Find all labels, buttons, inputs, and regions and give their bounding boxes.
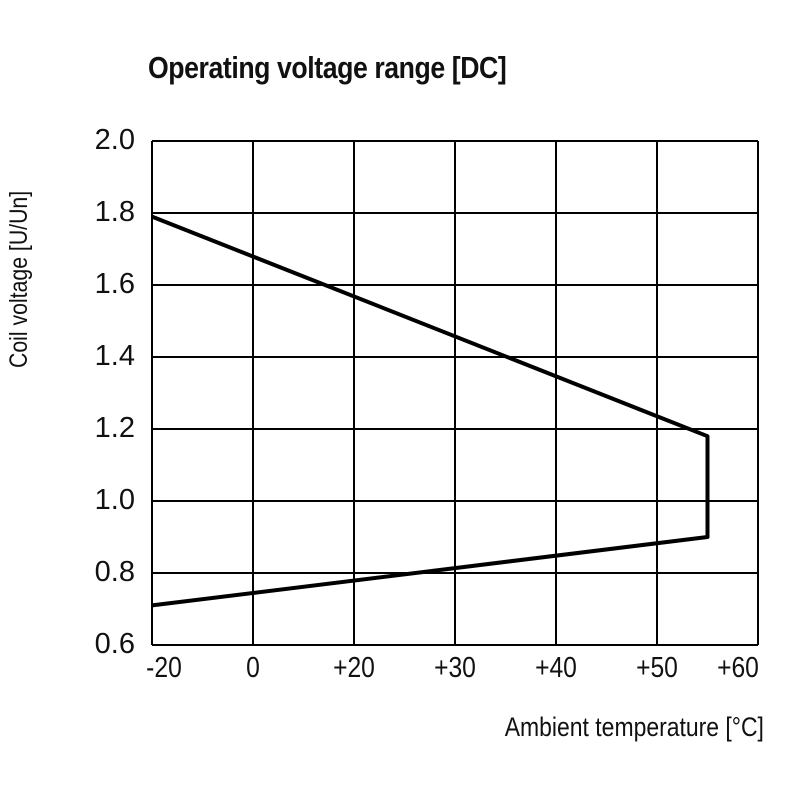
y-tick-label: 1.0 (94, 484, 135, 516)
y-tick-label: 0.8 (94, 556, 135, 588)
y-tick-label: 1.2 (94, 412, 135, 444)
x-tick-label: -20 (146, 652, 182, 684)
x-tick-label: +20 (333, 652, 375, 684)
x-tick-label: +60 (717, 652, 759, 684)
y-tick-label: 2.0 (94, 124, 135, 156)
x-tick-label: +50 (636, 652, 678, 684)
grid-lines (151, 140, 759, 646)
x-tick-label: +40 (535, 652, 577, 684)
operating-range-line (151, 214, 710, 608)
x-axis-label: Ambient temperature [°C] (504, 712, 764, 742)
chart-title: Operating voltage range [DC] (148, 50, 507, 85)
y-tick-label: 0.6 (94, 628, 135, 660)
x-tick-label: 0 (246, 652, 260, 684)
y-tick-label: 1.6 (94, 268, 135, 300)
y-tick-label: 1.4 (94, 340, 135, 372)
x-tick-label: +30 (434, 652, 476, 684)
y-tick-label: 1.8 (94, 196, 135, 228)
